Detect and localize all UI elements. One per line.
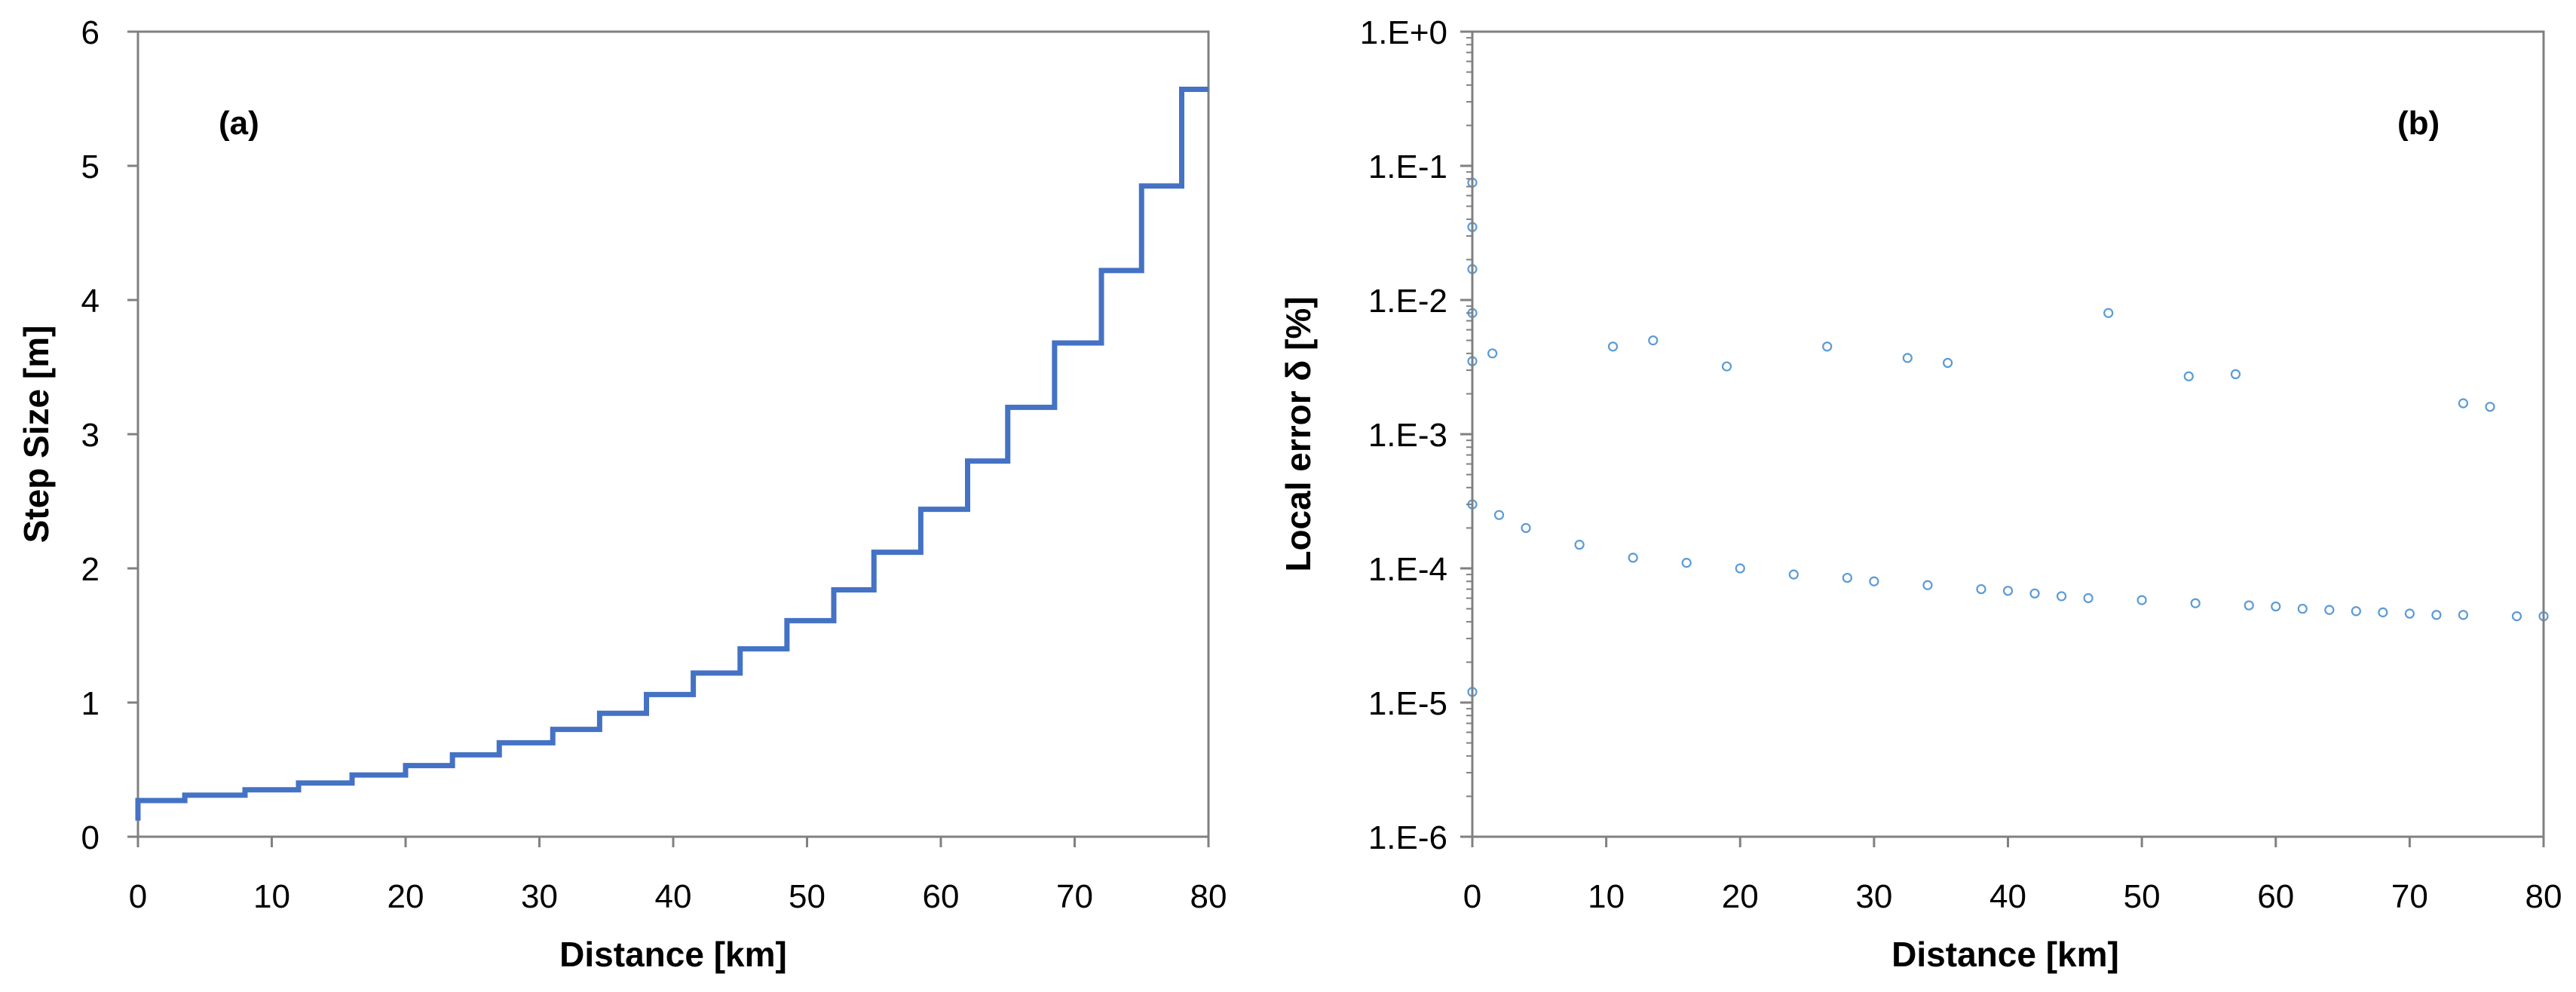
scatter-point (2271, 601, 2281, 612)
panel-b-plot-area (1471, 30, 2545, 838)
scatter-point (2183, 371, 2194, 381)
x-tick-label: 20 (387, 878, 424, 915)
x-tick-label: 40 (1989, 878, 2026, 915)
x-tick-label: 70 (2391, 878, 2428, 915)
y-tick-label: 1.E-2 (1368, 283, 1447, 320)
scatter-point (1493, 510, 1505, 520)
x-tick-label: 20 (1722, 878, 1759, 915)
panel-b-y-axis-label: Local error δ [%] (1279, 296, 1318, 571)
x-tick-label: 10 (253, 878, 290, 915)
x-tick-label: 50 (2124, 878, 2161, 915)
y-tick-label: 6 (81, 14, 100, 51)
scatter-point (1487, 348, 1498, 359)
panel-a: 0 10 20 30 40 50 60 70 80 0 1 2 3 4 5 6 (a) Distance [k… (17, 14, 1227, 974)
x-tick-label: 80 (2525, 878, 2562, 915)
scatter-point (1681, 558, 1692, 568)
scatter-point (1607, 341, 1619, 352)
panel-a-ticks: 0 10 20 30 40 50 60 70 80 0 1 2 3 4 5 6 (81, 14, 1227, 915)
scatter-point (2103, 308, 2114, 318)
panel-a-plot-area (136, 30, 1210, 838)
scatter-point (2056, 591, 2067, 602)
scatter-point (2244, 600, 2254, 611)
y-tick-label: 1.E-4 (1368, 551, 1447, 588)
scatter-point (1628, 553, 1638, 563)
x-tick-label: 40 (655, 878, 692, 915)
scatter-point (2458, 398, 2469, 409)
panel-b-points (1467, 177, 2549, 697)
panel-a-label: (a) (219, 105, 259, 142)
panel-b-ticks: 0 10 20 30 40 50 60 70 80 1.E-6 1.E-5 1.E-4 1.E-3 1.E… (1360, 14, 2562, 915)
scatter-point (1869, 576, 1879, 586)
scatter-point (1788, 569, 1799, 580)
scatter-point (2029, 588, 2040, 599)
panel-b: 0 10 20 30 40 50 60 70 80 1.E-6 1.E-5 1.E-4 1.E-3 1.E… (1279, 14, 2562, 974)
scatter-point (1922, 580, 1933, 590)
panel-b-x-axis-label: Distance [km] (1891, 935, 2119, 974)
scatter-point (1976, 583, 1986, 595)
scatter-point (2190, 598, 2201, 608)
scatter-point (2002, 586, 2014, 596)
x-tick-label: 70 (1056, 878, 1093, 915)
x-tick-label: 10 (1588, 878, 1625, 915)
x-tick-label: 30 (1855, 878, 1892, 915)
y-tick-label: 1.E-5 (1368, 685, 1447, 722)
scatter-point (2485, 402, 2495, 412)
y-tick-label: 3 (81, 417, 100, 454)
scatter-point (1721, 361, 1732, 372)
scatter-point (1574, 540, 1585, 550)
y-tick-label: 2 (81, 551, 100, 588)
scatter-point (1648, 335, 1659, 346)
y-tick-label: 1 (81, 685, 100, 722)
scatter-point (2378, 607, 2388, 617)
y-tick-label: 0 (81, 819, 100, 856)
scatter-point (1521, 522, 1531, 534)
y-tick-label: 1.E+0 (1360, 14, 1447, 51)
scatter-point (2351, 606, 2361, 617)
scatter-point (1822, 341, 1833, 352)
scatter-point (2458, 610, 2469, 620)
scatter-point (2431, 610, 2442, 620)
step-size-line (135, 87, 1208, 821)
scatter-point (2136, 595, 2147, 605)
y-tick-label: 1.E-1 (1368, 148, 1447, 185)
x-tick-label: 0 (1463, 878, 1481, 915)
scatter-point (1942, 357, 1953, 368)
scatter-point (2297, 603, 2308, 614)
scatter-point (1735, 563, 1745, 574)
y-tick-label: 1.E-6 (1368, 819, 1447, 856)
scatter-point (1842, 572, 1852, 583)
y-tick-label: 1.E-3 (1368, 417, 1447, 454)
scatter-point (2230, 369, 2241, 380)
x-tick-label: 30 (521, 878, 558, 915)
y-tick-label: 5 (81, 148, 100, 185)
x-tick-label: 0 (129, 878, 147, 915)
scatter-point (2404, 608, 2415, 619)
panel-b-label: (b) (2397, 105, 2440, 142)
x-tick-label: 80 (1190, 878, 1227, 915)
scatter-point (1902, 353, 1913, 363)
scatter-point (2324, 605, 2335, 615)
panel-a-x-axis-label: Distance [km] (559, 935, 787, 974)
x-tick-label: 60 (923, 878, 960, 915)
scatter-point (2083, 592, 2094, 604)
scatter-point (2511, 611, 2522, 622)
panel-a-y-axis-label: Step Size [m] (17, 326, 56, 543)
x-tick-label: 60 (2257, 878, 2294, 915)
x-tick-label: 50 (789, 878, 825, 915)
y-tick-label: 4 (81, 283, 100, 320)
